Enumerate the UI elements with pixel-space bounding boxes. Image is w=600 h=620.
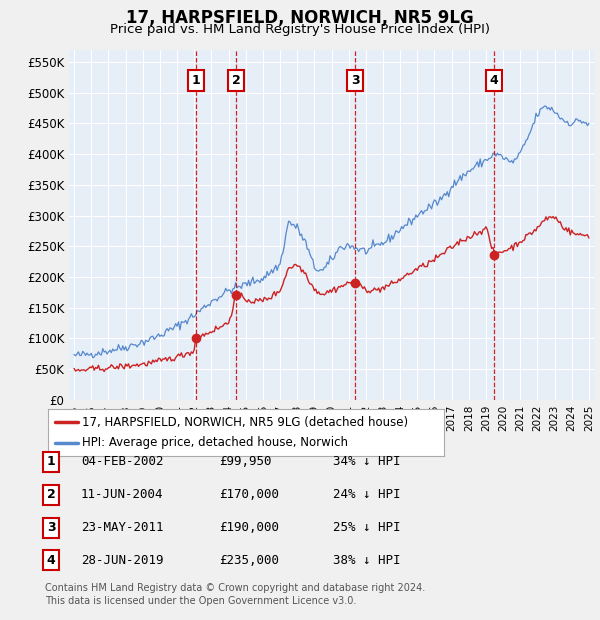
Text: £235,000: £235,000 xyxy=(219,554,279,567)
Text: 2: 2 xyxy=(232,74,241,87)
Text: £99,950: £99,950 xyxy=(219,456,271,468)
Text: 4: 4 xyxy=(47,554,55,567)
Text: 17, HARPSFIELD, NORWICH, NR5 9LG: 17, HARPSFIELD, NORWICH, NR5 9LG xyxy=(126,9,474,27)
Text: 3: 3 xyxy=(351,74,359,87)
Text: 23-MAY-2011: 23-MAY-2011 xyxy=(81,521,163,534)
Text: 11-JUN-2004: 11-JUN-2004 xyxy=(81,489,163,501)
Text: 34% ↓ HPI: 34% ↓ HPI xyxy=(333,456,401,468)
Text: 4: 4 xyxy=(490,74,499,87)
Text: HPI: Average price, detached house, Norwich: HPI: Average price, detached house, Norw… xyxy=(82,436,347,449)
Text: 1: 1 xyxy=(47,456,55,468)
Text: £190,000: £190,000 xyxy=(219,521,279,534)
Text: Price paid vs. HM Land Registry's House Price Index (HPI): Price paid vs. HM Land Registry's House … xyxy=(110,23,490,36)
Text: Contains HM Land Registry data © Crown copyright and database right 2024.
This d: Contains HM Land Registry data © Crown c… xyxy=(45,583,425,606)
Text: 3: 3 xyxy=(47,521,55,534)
Text: 28-JUN-2019: 28-JUN-2019 xyxy=(81,554,163,567)
Text: 1: 1 xyxy=(191,74,200,87)
Text: £170,000: £170,000 xyxy=(219,489,279,501)
Text: 25% ↓ HPI: 25% ↓ HPI xyxy=(333,521,401,534)
Text: 24% ↓ HPI: 24% ↓ HPI xyxy=(333,489,401,501)
Text: 2: 2 xyxy=(47,489,55,501)
Text: 38% ↓ HPI: 38% ↓ HPI xyxy=(333,554,401,567)
Text: 17, HARPSFIELD, NORWICH, NR5 9LG (detached house): 17, HARPSFIELD, NORWICH, NR5 9LG (detach… xyxy=(82,416,408,428)
Text: 04-FEB-2002: 04-FEB-2002 xyxy=(81,456,163,468)
